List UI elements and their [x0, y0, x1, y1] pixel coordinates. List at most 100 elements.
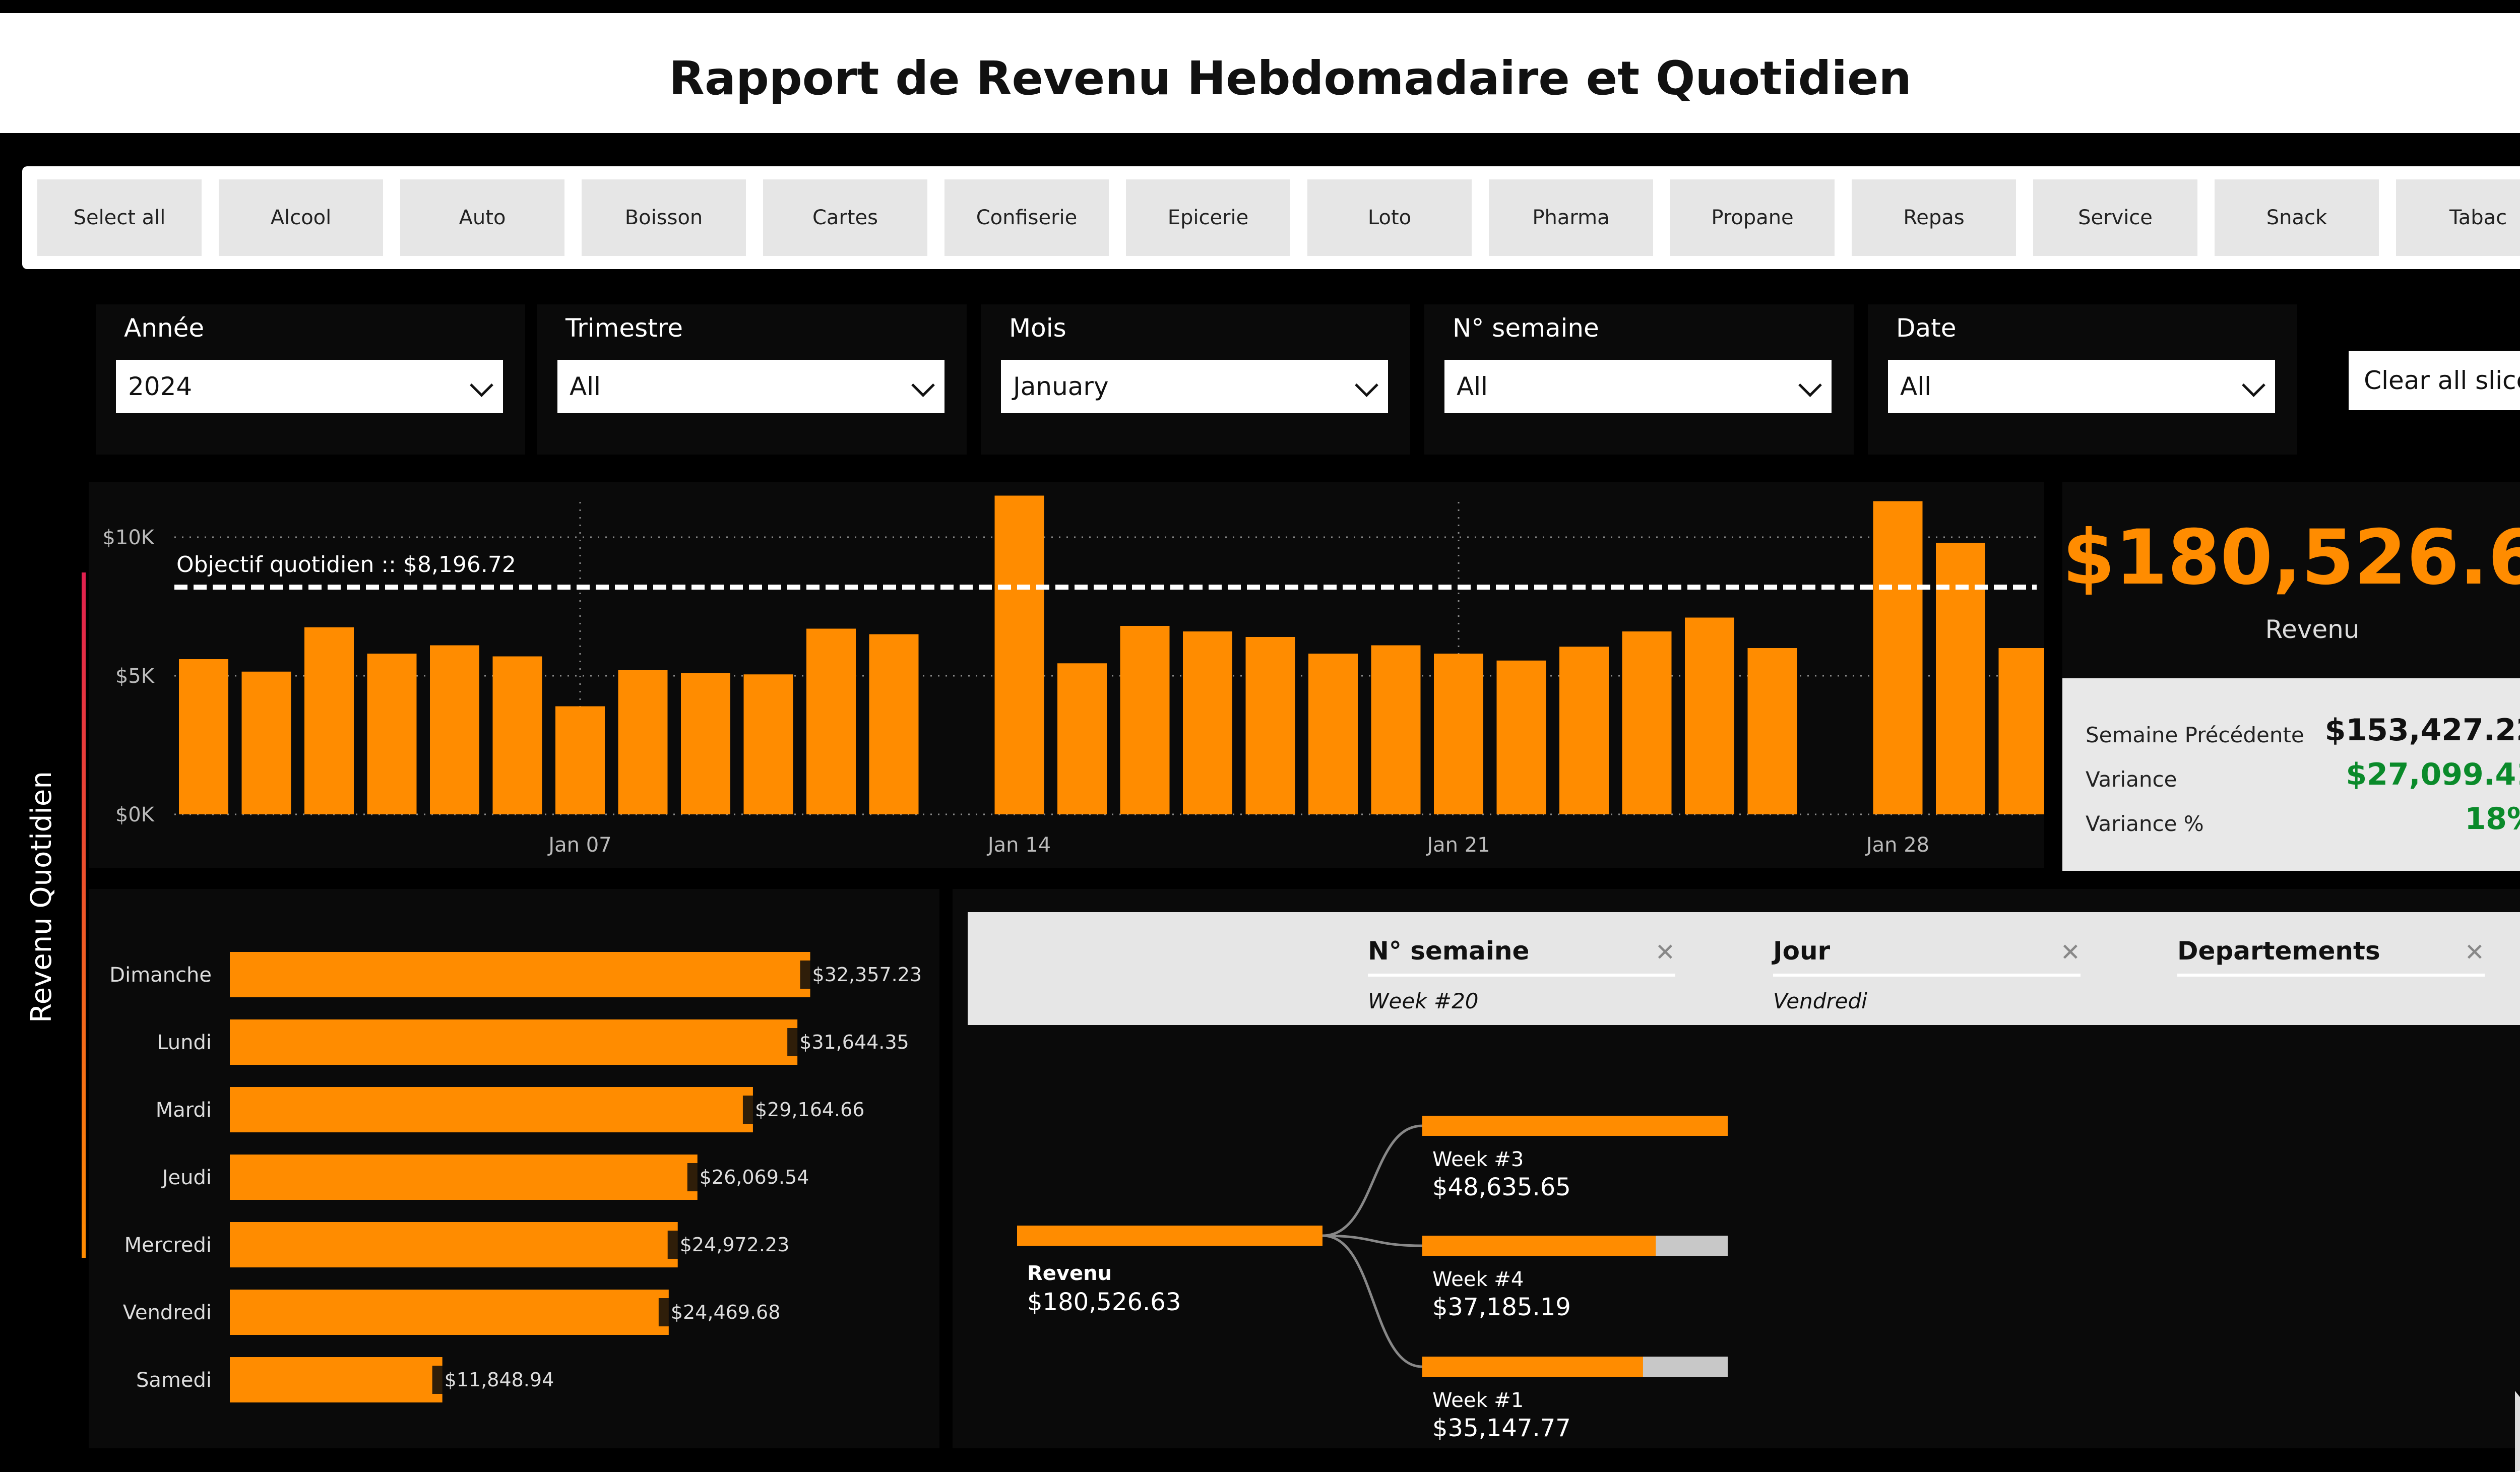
- department-button[interactable]: Repas: [1852, 179, 2016, 256]
- weekday-value-label: $31,644.35: [799, 1031, 909, 1053]
- kpi-variance-pct-value: 18%: [2465, 801, 2520, 837]
- daily-revenue-bar: [1245, 637, 1295, 814]
- daily-revenue-bar: [806, 628, 856, 814]
- tree-level-day[interactable]: Jour ✕ Vendredi: [1773, 936, 2081, 1013]
- weekday-revenue-chart[interactable]: Dimanche $32,357.23 Lundi $31,644.35 Mardi $2…: [89, 889, 939, 1448]
- y-tick-label: $10K: [102, 526, 155, 549]
- kpi-revenue-label: Revenu: [2265, 615, 2360, 644]
- kpi-variance-label: Variance: [2086, 767, 2177, 792]
- department-button[interactable]: Propane: [1670, 179, 1835, 256]
- slicer-dropdown[interactable]: All: [1444, 360, 1832, 413]
- data-label-bg: [800, 961, 926, 989]
- chevron-down-icon: [1355, 373, 1378, 397]
- slicer-value: All: [1457, 372, 1488, 401]
- tree-connector: [1322, 1124, 1423, 1237]
- weekday-label: Lundi: [157, 1031, 212, 1054]
- weekday-revenue-bar: [230, 952, 810, 997]
- weekday-label: Mardi: [156, 1099, 212, 1122]
- tree-nodes-svg: Revenu $180,526.63 Week #3$48,635.65 Week #…: [1017, 1116, 1728, 1442]
- department-button[interactable]: Pharma: [1489, 179, 1653, 256]
- department-button[interactable]: Alcool: [219, 179, 383, 256]
- weekday-revenue-bar: [230, 1222, 678, 1267]
- daily-target-label: Objectif quotidien :: $8,196.72: [176, 552, 516, 578]
- department-slicer-bar: Select all Alcool Auto Boisson Cartes Confise…: [22, 166, 2520, 269]
- side-accent-line: [82, 572, 86, 1258]
- tree-root-value: $180,526.63: [1027, 1288, 1181, 1316]
- tree-header: N° semaine ✕ Week #20 Jour ✕ Vendredi De…: [968, 912, 2520, 1025]
- daily-revenue-bar: [994, 495, 1044, 814]
- tree-node-label: Week #1: [1432, 1389, 1524, 1412]
- weekday-label: Samedi: [136, 1369, 212, 1392]
- tree-level-day-label: Jour: [1773, 936, 1831, 966]
- daily-revenue-bar: [1685, 617, 1734, 814]
- tree-level-week[interactable]: N° semaine ✕ Week #20: [1368, 936, 1675, 1013]
- slicer-label: Année: [124, 313, 205, 343]
- weekday-value-label: $24,469.68: [671, 1301, 781, 1323]
- slicer-dropdown[interactable]: All: [557, 360, 944, 413]
- department-button[interactable]: Tabac: [2396, 179, 2520, 256]
- chevron-down-icon: [2242, 373, 2265, 397]
- daily-revenue-bar: [1183, 631, 1232, 814]
- department-button[interactable]: Confiserie: [944, 179, 1109, 256]
- tree-node-bar: [1422, 1357, 1643, 1377]
- kpi-prev-week-value: $153,427.22: [2324, 713, 2520, 748]
- tree-node-value: $37,185.19: [1432, 1293, 1571, 1321]
- daily-revenue-bar: [241, 671, 291, 814]
- slicer-dropdown[interactable]: January: [1001, 360, 1388, 413]
- daily-revenue-bar: [743, 674, 793, 814]
- close-icon[interactable]: ✕: [2464, 938, 2485, 967]
- daily-revenue-bar: [681, 673, 730, 814]
- department-button[interactable]: Cartes: [763, 179, 927, 256]
- data-label-bg: [658, 1298, 785, 1326]
- kpi-revenue-value: $180,526.63: [2062, 514, 2520, 602]
- department-button[interactable]: Boisson: [582, 179, 746, 256]
- daily-revenue-bar: [492, 656, 542, 814]
- tree-level-week-selection: Week #20: [1368, 989, 1479, 1013]
- daily-revenue-bar: [1622, 631, 1672, 814]
- daily-revenue-bar: [618, 670, 668, 814]
- decomposition-tree[interactable]: N° semaine ✕ Week #20 Jour ✕ Vendredi De…: [953, 889, 2520, 1448]
- close-icon[interactable]: ✕: [2060, 938, 2081, 967]
- tree-connector: [1322, 1234, 1423, 1247]
- daily-revenue-bar: [1936, 543, 1985, 814]
- department-button[interactable]: Service: [2033, 179, 2197, 256]
- tree-level-underline: [1773, 974, 2081, 977]
- department-button[interactable]: Epicerie: [1126, 179, 1290, 256]
- tree-level-departments[interactable]: Departements ✕: [2177, 936, 2485, 977]
- tree-level-departments-label: Departements: [2177, 936, 2380, 966]
- tree-node-bar: [1422, 1116, 1728, 1136]
- tree-connector: [1322, 1234, 1423, 1368]
- daily-revenue-bar: [555, 706, 605, 814]
- kpi-variance-value: $27,099.41: [2346, 757, 2520, 792]
- weekday-revenue-bar: [230, 1155, 698, 1200]
- slicer-value: All: [570, 372, 601, 401]
- slicer: Mois January: [981, 304, 1410, 455]
- weekday-revenue-bar: [230, 1357, 443, 1402]
- department-button[interactable]: Auto: [400, 179, 564, 256]
- clear-all-slicers-button[interactable]: Clear all slicers: [2349, 351, 2520, 410]
- department-button[interactable]: Snack: [2215, 179, 2379, 256]
- title-bar: Rapport de Revenu Hebdomadaire et Quotid…: [0, 10, 2520, 133]
- kpi-prev-week-label: Semaine Précédente: [2086, 723, 2304, 747]
- data-label-bg: [787, 1028, 914, 1056]
- kpi-comparison-box: Semaine Précédente $153,427.22 Variance …: [2062, 678, 2520, 871]
- slicer-dropdown[interactable]: 2024: [116, 360, 503, 413]
- slicer-value: 2024: [128, 372, 193, 401]
- close-icon[interactable]: ✕: [1655, 938, 1675, 967]
- weekday-value-label: $32,357.23: [812, 964, 922, 986]
- department-button[interactable]: Select all: [37, 179, 202, 256]
- y-tick-label: $0K: [115, 803, 155, 826]
- tree-level-day-selection: Vendredi: [1773, 989, 1867, 1013]
- slicer-label: Date: [1896, 313, 1957, 343]
- daily-revenue-bar: [1747, 648, 1797, 814]
- slicer: Trimestre All: [537, 304, 967, 455]
- department-button[interactable]: Loto: [1307, 179, 1472, 256]
- slicer: Année 2024: [96, 304, 525, 455]
- daily-revenue-bar: [869, 634, 919, 814]
- tree-node-value: $48,635.65: [1432, 1173, 1571, 1201]
- slicer-dropdown[interactable]: All: [1888, 360, 2275, 413]
- tree-level-week-label: N° semaine: [1368, 936, 1530, 966]
- daily-revenue-svg: $0K $5K $10K Jan 07 Jan 14 Jan 21 Jan 28 Object…: [102, 495, 2044, 857]
- daily-revenue-chart[interactable]: $0K $5K $10K Jan 07 Jan 14 Jan 21 Jan 28 Object…: [89, 482, 2044, 868]
- daily-revenue-bar: [1434, 654, 1483, 814]
